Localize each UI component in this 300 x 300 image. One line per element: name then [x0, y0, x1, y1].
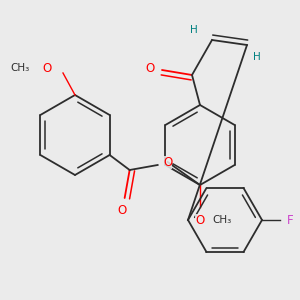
Text: H: H: [253, 52, 261, 62]
Text: CH₃: CH₃: [11, 63, 30, 73]
Text: O: O: [42, 61, 52, 74]
Text: CH₃: CH₃: [212, 215, 232, 225]
Text: O: O: [195, 214, 205, 226]
Text: F: F: [287, 214, 293, 226]
Text: O: O: [163, 155, 172, 169]
Text: O: O: [146, 61, 154, 74]
Text: H: H: [190, 25, 198, 35]
Text: O: O: [117, 203, 126, 217]
